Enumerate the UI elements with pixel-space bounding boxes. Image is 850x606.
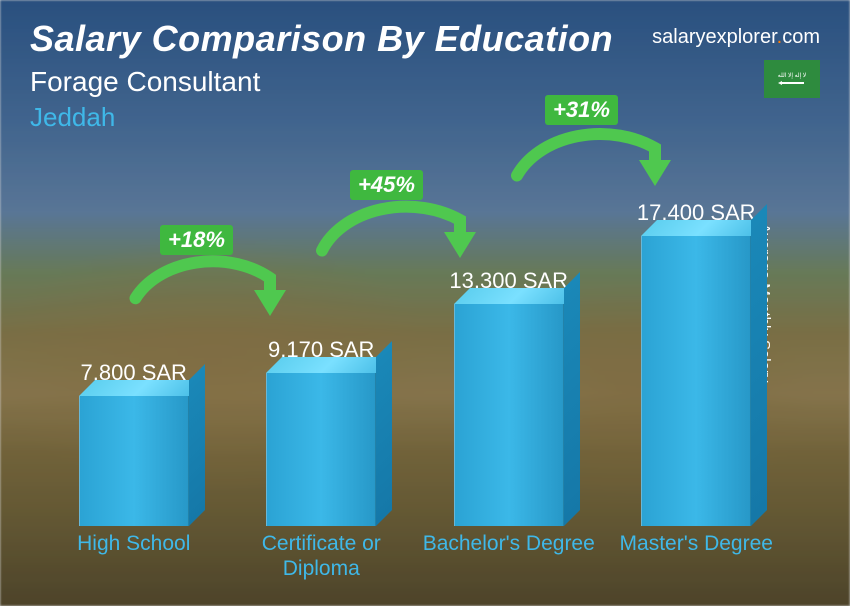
brand-a: salaryexplorer bbox=[652, 26, 777, 48]
bar-category-label: Master's Degree bbox=[606, 531, 786, 586]
bar-3d bbox=[266, 373, 376, 526]
bar-3d bbox=[79, 396, 189, 526]
bar-chart: 7,800 SAR9,170 SAR13,300 SAR17,400 SAR H… bbox=[40, 160, 790, 586]
bar-3d bbox=[454, 304, 564, 526]
bar-top-face bbox=[266, 357, 392, 373]
bar-group: 7,800 SAR bbox=[44, 360, 224, 526]
bar-group: 9,170 SAR bbox=[231, 337, 411, 526]
bar-category-label: High School bbox=[44, 531, 224, 586]
bar-top-face bbox=[79, 380, 205, 396]
pct-increase-badge: +45% bbox=[350, 170, 423, 200]
brand-logo: salaryexplorer.com bbox=[652, 26, 820, 49]
bar-side-face bbox=[564, 272, 580, 526]
page-title: Salary Comparison By Education bbox=[30, 18, 613, 60]
flag-icon: لا إله إلا الله bbox=[764, 60, 820, 98]
pct-increase-badge: +31% bbox=[545, 95, 618, 125]
bar-3d bbox=[641, 236, 751, 526]
bar-side-face bbox=[376, 341, 392, 526]
bar-top-face bbox=[454, 288, 580, 304]
brand-b: com bbox=[782, 26, 820, 48]
location-label: Jeddah bbox=[30, 102, 613, 133]
bar-category-label: Bachelor's Degree bbox=[419, 531, 599, 586]
subtitle: Forage Consultant bbox=[30, 66, 613, 98]
labels-container: High SchoolCertificate or DiplomaBachelo… bbox=[40, 531, 790, 586]
pct-increase-badge: +18% bbox=[160, 225, 233, 255]
bar-front-face bbox=[454, 304, 564, 526]
bar-front-face bbox=[641, 236, 751, 526]
bar-top-face bbox=[641, 220, 767, 236]
bars-container: 7,800 SAR9,170 SAR13,300 SAR17,400 SAR bbox=[40, 160, 790, 526]
bar-category-label: Certificate or Diploma bbox=[231, 531, 411, 586]
bar-front-face bbox=[266, 373, 376, 526]
bar-group: 13,300 SAR bbox=[419, 268, 599, 526]
bar-side-face bbox=[751, 204, 767, 526]
bar-side-face bbox=[189, 364, 205, 526]
bar-group: 17,400 SAR bbox=[606, 200, 786, 526]
svg-text:لا إله إلا الله: لا إله إلا الله bbox=[778, 72, 806, 79]
bar-front-face bbox=[79, 396, 189, 526]
header: Salary Comparison By Education Forage Co… bbox=[30, 18, 613, 133]
content-layer: Salary Comparison By Education Forage Co… bbox=[0, 0, 850, 606]
